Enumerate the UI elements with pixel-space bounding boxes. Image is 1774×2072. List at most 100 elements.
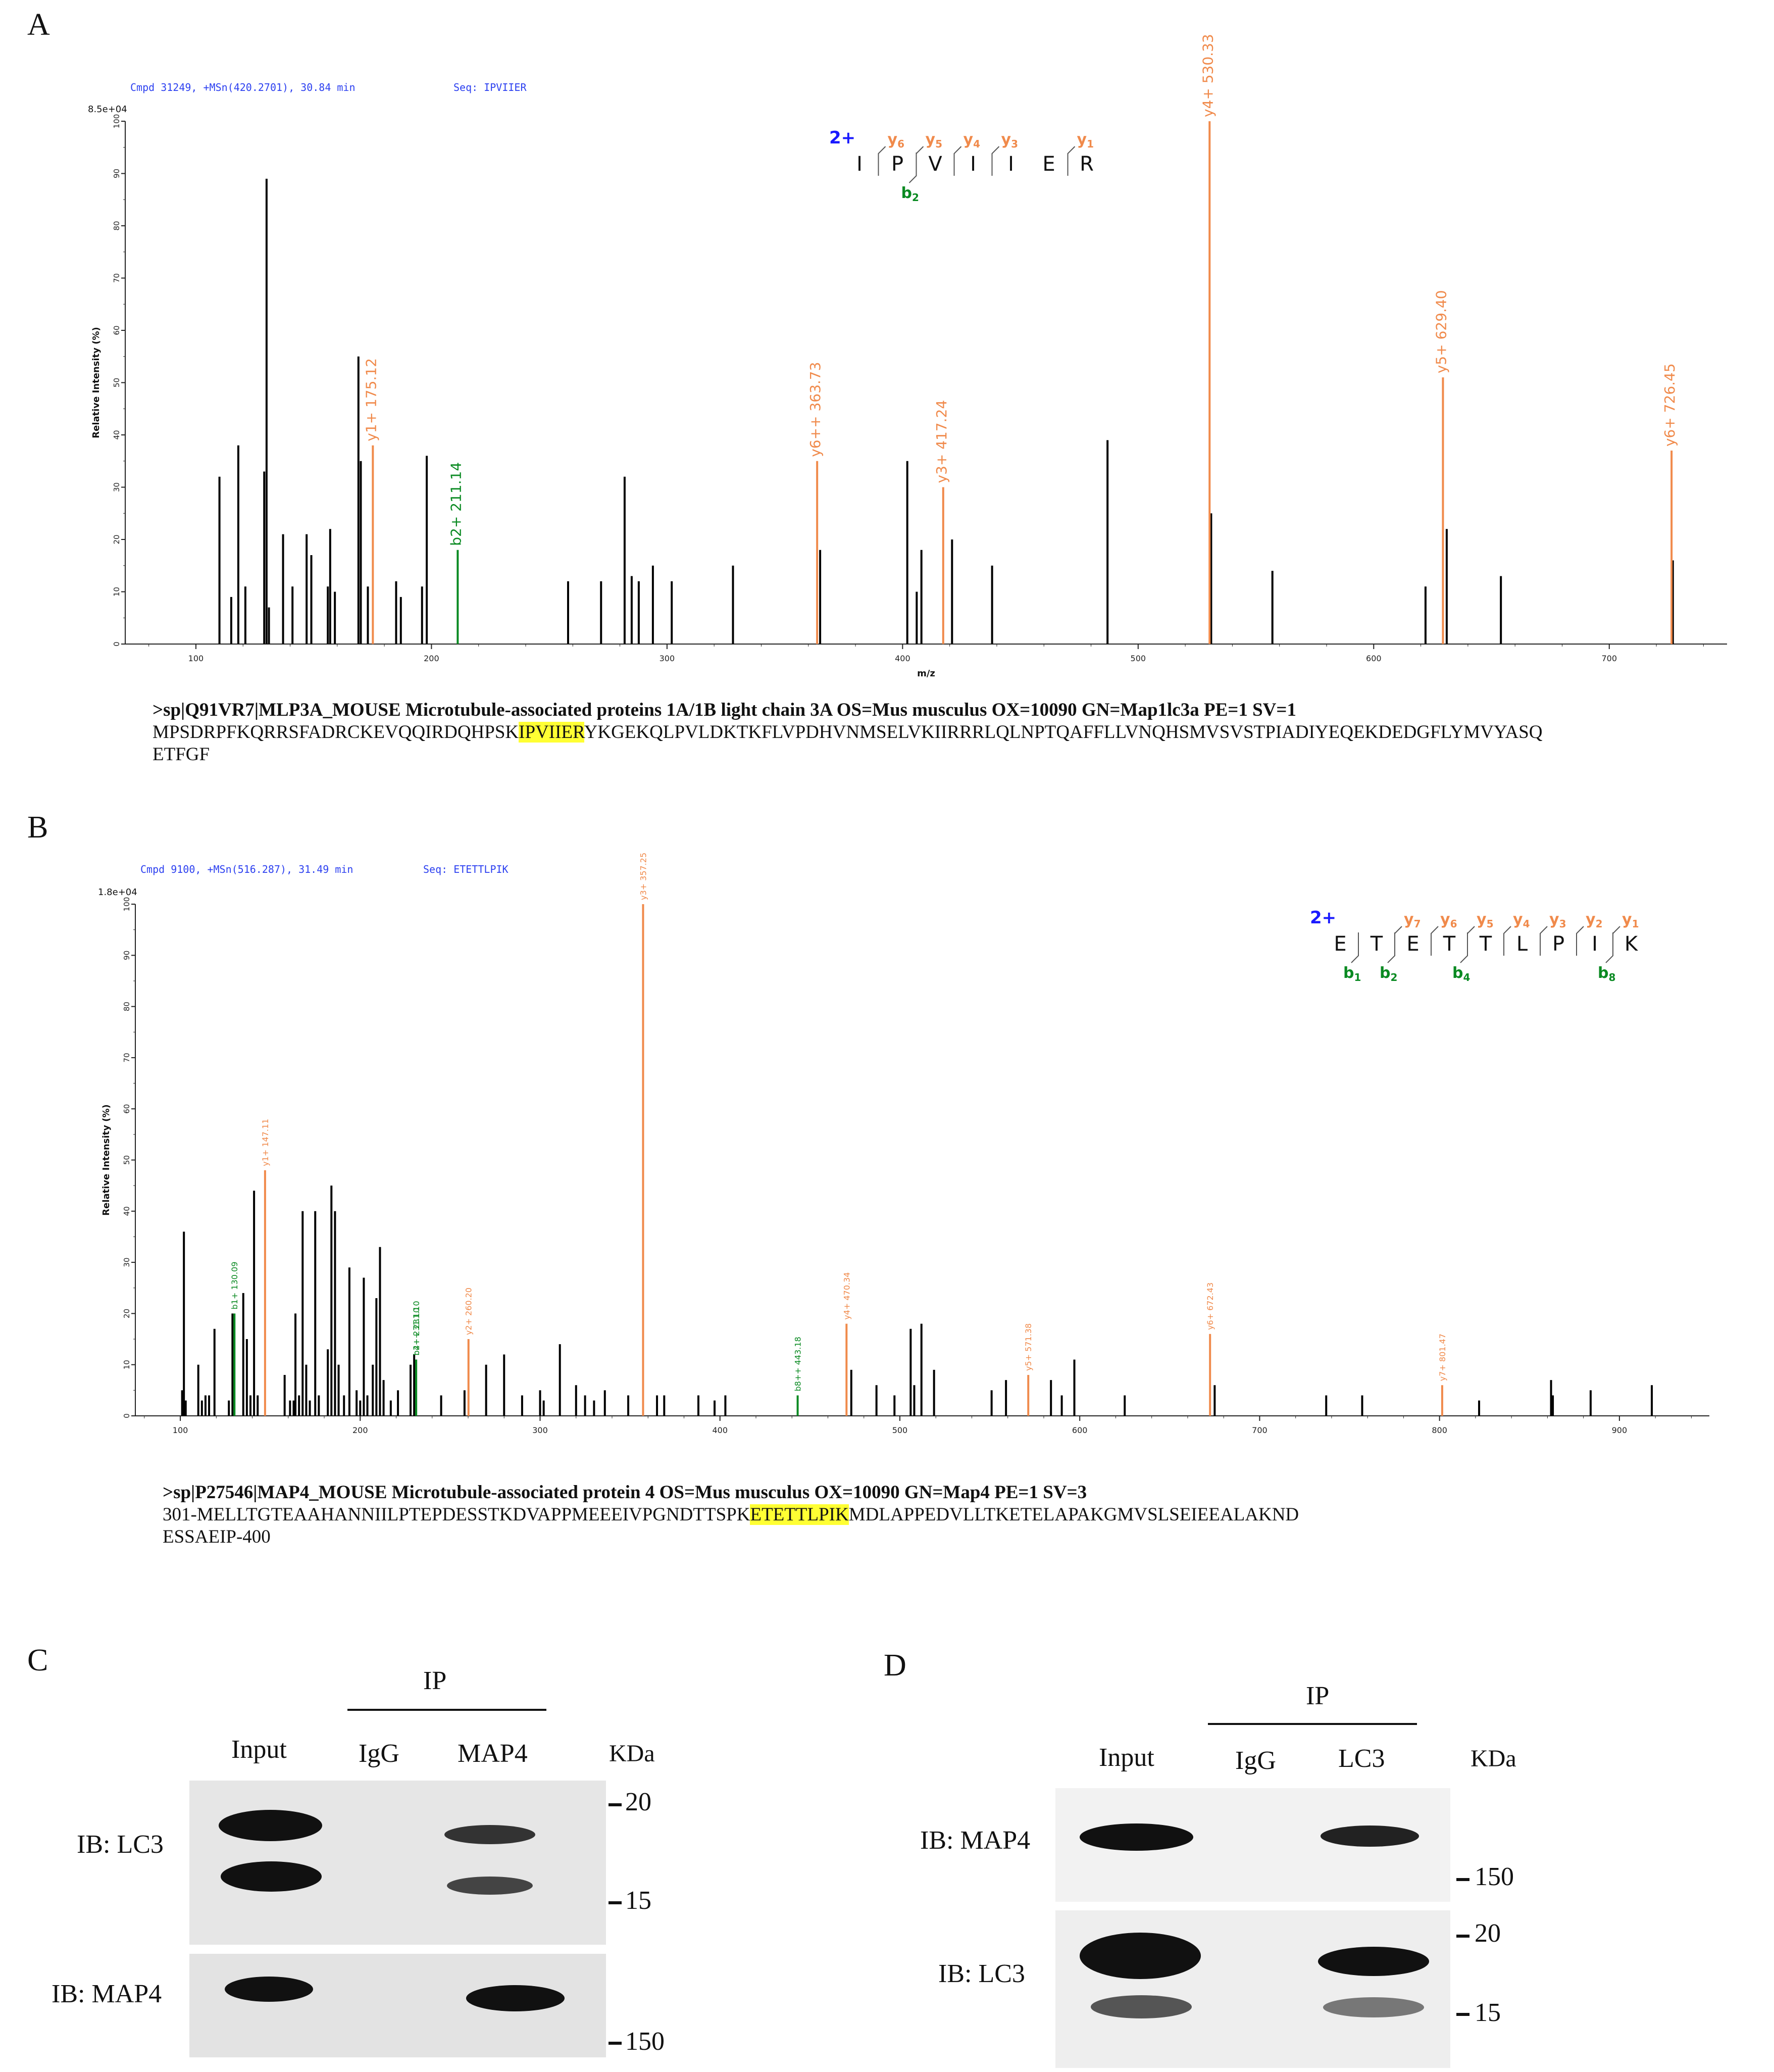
band-c-lc3-map4-upper (444, 1825, 535, 1844)
spectrum-a-scale: 8.5e+04 (88, 104, 127, 115)
spectrum-b-y-ion-marker: y3 (1549, 911, 1566, 930)
spectrum-a-y-ion-marker: y5 (926, 131, 942, 150)
spectrum-b-y-ion-peak-label: y5+ 571.38 (1024, 1323, 1033, 1371)
spectrum-a-y-ion-marker: y4 (964, 131, 980, 150)
spectrum-a-seq-label: Seq: IPVIIER (453, 81, 527, 93)
kda-label-c: KDa (609, 1740, 655, 1767)
spectrum-b-y-ion-peak-label: y6+ 672.43 (1205, 1282, 1215, 1330)
marker-c-15: 15 (625, 1886, 651, 1915)
marker-tick-d-20 (1456, 1935, 1469, 1938)
panel-label-b: B (27, 810, 48, 845)
spectrum-b-y-ion-peak-label: y7+ 801.47 (1438, 1334, 1447, 1381)
spectrum-b-y-tick-label: 60 (122, 1104, 131, 1114)
spectrum-a-b-cleavage-mark (908, 153, 917, 183)
spectrum-a-x-tick-label: 200 (424, 654, 439, 663)
ib-map4-label-c: IB: MAP4 (52, 1980, 162, 2008)
spectrum-b-residue: I (1592, 932, 1598, 956)
spectrum-a-residue: E (1042, 153, 1055, 176)
marker-d-150: 150 (1475, 1862, 1514, 1891)
marker-c-20: 20 (625, 1788, 651, 1816)
ip-label-c: IP (423, 1666, 447, 1695)
band-c-lc3-map4-lower (447, 1877, 533, 1895)
blot-c-map4 (189, 1954, 606, 2057)
spectrum-b-y-cleavage-mark (1540, 926, 1548, 956)
spectrum-b-b-cleavage-mark (1460, 932, 1468, 963)
band-d-lc3-ip-lower (1323, 1997, 1424, 2017)
spectrum-a-y-ion-peak-label: y3+ 417.24 (933, 400, 950, 483)
spectrum-a-y-axis-label: Relative Intensity (%) (91, 327, 102, 438)
panel-label-c: C (27, 1643, 48, 1678)
spectrum-a-y-cleavage-mark (1067, 146, 1076, 176)
spectrum-b-header: Cmpd 9100, +MSn(516.287), 31.49 min (140, 863, 353, 875)
spectrum-b-y-ion-marker: y4 (1513, 911, 1530, 930)
spectrum-b-y-ion-peak-label: y2+ 260.20 (464, 1288, 474, 1335)
spectrum-b-x-tick-label: 200 (352, 1425, 368, 1435)
spectrum-b-residue: L (1516, 932, 1528, 956)
spectrum-b-y-axis-label: Relative Intensity (%) (101, 1104, 112, 1215)
spectrum-a-y-tick-label: 0 (112, 642, 121, 647)
spectrum-a-residue: R (1080, 153, 1094, 176)
blot-c-lc3 (189, 1781, 606, 1945)
spectrum-b-charge: 2+ (1310, 908, 1336, 928)
spectrum-b-y-ion-marker: y7 (1404, 911, 1421, 930)
spectrum-b-y-ion-marker: y5 (1477, 911, 1493, 930)
band-d-lc3-input-upper (1080, 1933, 1201, 1979)
spectrum-b-residue: E (1406, 932, 1419, 956)
spectrum-b-y-tick-label: 90 (122, 951, 131, 960)
spectrum-a-residue: I (1008, 153, 1014, 176)
spectrum-a-y-tick-label: 50 (112, 378, 121, 387)
lane-input-d: Input (1099, 1743, 1154, 1772)
spectrum-b-residue: K (1625, 932, 1639, 956)
lane-igg-d: IgG (1235, 1746, 1276, 1775)
spectrum-a-y-tick-label: 40 (112, 430, 121, 439)
blot-d-lc3 (1055, 1910, 1450, 2068)
spectrum-b-b-cleavage-mark (1387, 932, 1395, 963)
spectrum-b-seq-label: Seq: ETETTLPIK (423, 863, 509, 875)
spectrum-a-y-ion-peak-label: y1+ 175.12 (363, 358, 379, 441)
spectrum-b-b-ion-marker: b4 (1452, 964, 1470, 983)
sequence-b-line2: ESSAEIP-400 (163, 1526, 271, 1547)
spectrum-b-y-tick-label: 40 (122, 1206, 131, 1216)
spectrum-a-b-ion-marker: b2 (901, 184, 919, 204)
marker-d-15: 15 (1475, 1998, 1501, 2027)
spectrum-a-y-ion-marker: y1 (1077, 131, 1094, 150)
spectrum-a-x-tick-label: 500 (1131, 654, 1146, 663)
sequence-b: >sp|P27546|MAP4_MOUSE Microtubule-associ… (163, 1482, 1728, 1548)
sequence-a-line2: ETFGF (153, 744, 210, 765)
blot-d-map4 (1055, 1788, 1450, 1902)
spectrum-b-y-ion-marker: y2 (1586, 911, 1602, 930)
spectrum-b-residue: T (1370, 932, 1383, 956)
band-c-lc3-input-lower (221, 1861, 322, 1892)
spectrum-a-y-tick-label: 90 (112, 169, 121, 178)
spectrum-a-y-ion-marker: y6 (888, 131, 904, 150)
lane-igg-c: IgG (359, 1739, 399, 1768)
spectrum-a-y-tick-label: 80 (112, 221, 121, 230)
spectrum-a-y-ion-peak-label: y4+ 530.33 (1199, 34, 1216, 117)
spectrum-a-x-tick-label: 600 (1366, 654, 1382, 663)
spectrum-b-y-ion-marker: y6 (1440, 911, 1457, 930)
spectrum-b-y-tick-label: 70 (122, 1053, 131, 1062)
spectrum-b-residue: T (1443, 932, 1456, 956)
spectrum-a-residue: I (856, 153, 863, 176)
band-d-lc3-ip-upper (1318, 1947, 1429, 1976)
sequence-a-line1: MPSDRPFKQRRSFADRCKEVQQIRDQHPSKIPVIIERYKG… (153, 722, 1543, 743)
marker-tick-c-20 (609, 1803, 622, 1806)
spectrum-b-y-tick-label: 50 (122, 1155, 131, 1165)
band-c-map4-input (225, 1977, 313, 2002)
ip-label-d: IP (1306, 1682, 1330, 1710)
spectrum-b: Cmpd 9100, +MSn(516.287), 31.49 min Seq: … (98, 853, 1709, 1435)
sequence-b-line1: 301-MELLTGTEAAHANNIILPTEPDESSTKDVAPPMEEE… (163, 1504, 1299, 1525)
spectrum-a-x-tick-label: 700 (1601, 654, 1617, 663)
spectrum-b-y-tick-label: 30 (122, 1258, 131, 1267)
marker-tick-d-150 (1456, 1878, 1469, 1881)
spectrum-b-b-ion-peak-label: b8++ 443.18 (793, 1337, 803, 1391)
spectrum-a-charge: 2+ (829, 128, 855, 148)
spectrum-b-x-tick-label: 100 (173, 1425, 188, 1435)
highlight-peptide-b: ETETTLPIK (750, 1504, 849, 1525)
spectrum-b-y-ion-peak-label: y3+ 357.25 (638, 853, 648, 900)
ip-line-c (347, 1709, 546, 1711)
spectrum-b-y-tick-label: 80 (122, 1002, 131, 1011)
marker-tick-c-150 (609, 2042, 622, 2045)
spectrum-b-y-cleavage-mark (1431, 926, 1439, 956)
spectrum-b-residue: T (1479, 932, 1492, 956)
